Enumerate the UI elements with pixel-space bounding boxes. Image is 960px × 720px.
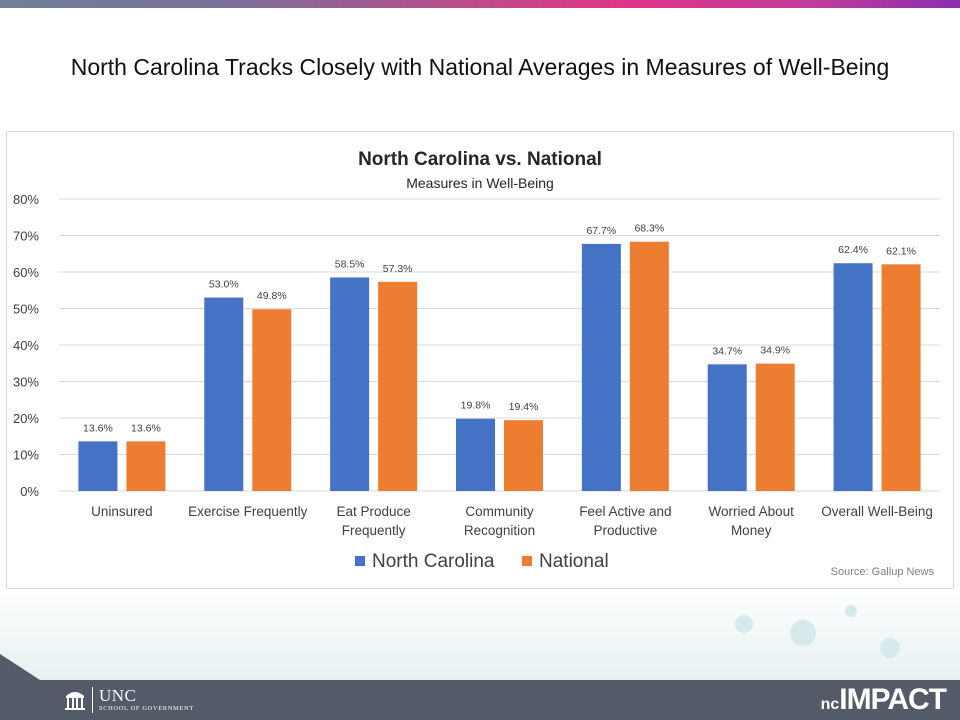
legend-swatch <box>355 556 365 566</box>
bar-chart: North Carolina vs. National Measures in W… <box>13 149 940 578</box>
y-tick-label: 10% <box>13 448 39 463</box>
unc-wordmark: UNC SCHOOL OF GOVERNMENT <box>99 687 194 713</box>
footer-bar <box>0 680 960 720</box>
decorative-dot <box>845 605 857 617</box>
decorative-dot <box>735 615 753 633</box>
bar <box>204 297 244 491</box>
unc-subtitle: SCHOOL OF GOVERNMENT <box>99 705 194 713</box>
y-tick-label: 40% <box>13 338 39 353</box>
chart-subtitle: Measures in Well-Being <box>406 175 554 191</box>
bar <box>252 309 292 491</box>
bar <box>755 363 795 491</box>
data-label: 34.9% <box>760 345 790 357</box>
x-tick-label: Overall Well-Being <box>821 504 933 519</box>
data-label: 57.3% <box>383 263 413 275</box>
decorative-dot <box>790 620 816 646</box>
x-tick-label: Uninsured <box>91 504 153 519</box>
y-tick-label: 0% <box>20 484 39 499</box>
x-tick-label: Productive <box>593 523 657 538</box>
bar <box>378 281 418 491</box>
x-tick-label: Exercise Frequently <box>188 504 308 519</box>
x-tick-label: Community <box>465 504 534 519</box>
footer-wedge <box>0 654 40 680</box>
data-label: 58.5% <box>335 258 365 270</box>
data-label: 13.6% <box>131 422 161 434</box>
data-label: 62.1% <box>886 245 916 257</box>
data-label: 19.4% <box>509 401 539 413</box>
data-label: 67.7% <box>586 225 616 237</box>
unc-name: UNC <box>99 686 137 706</box>
bar <box>126 441 166 491</box>
data-label: 13.6% <box>83 422 113 434</box>
x-tick-label: Eat Produce <box>336 504 410 519</box>
source-note: Source: Gallup News <box>831 566 935 578</box>
data-label: 53.0% <box>209 279 239 291</box>
y-tick-label: 70% <box>13 229 39 244</box>
brand-main: IMPACT <box>839 683 947 716</box>
legend-label: National <box>539 551 609 572</box>
x-tick-label: Recognition <box>464 523 535 538</box>
logo-divider <box>92 687 93 713</box>
bar <box>504 420 543 491</box>
bar <box>833 263 873 491</box>
legend-label: North Carolina <box>372 551 495 572</box>
x-tick-label: Feel Active and <box>579 504 671 519</box>
slide-title: North Carolina Tracks Closely with Natio… <box>70 54 890 80</box>
data-label: 68.3% <box>634 223 664 235</box>
chart-title: North Carolina vs. National <box>358 149 602 170</box>
x-tick-label: Worried About <box>709 504 795 519</box>
bar <box>456 418 495 491</box>
y-tick-label: 60% <box>13 265 39 280</box>
y-tick-label: 80% <box>13 192 39 207</box>
data-label: 62.4% <box>838 244 868 256</box>
data-label: 49.8% <box>257 290 287 302</box>
data-label: 34.7% <box>712 345 742 357</box>
y-tick-label: 20% <box>13 411 39 426</box>
legend-swatch <box>522 556 532 566</box>
y-tick-label: 50% <box>13 302 39 317</box>
x-tick-label: Frequently <box>342 523 406 538</box>
decorative-dot <box>880 638 900 658</box>
data-label: 19.8% <box>461 400 491 412</box>
unc-logo: UNC SCHOOL OF GOVERNMENT <box>64 685 194 715</box>
y-tick-label: 30% <box>13 375 39 390</box>
bar <box>78 441 118 491</box>
background-decoration <box>0 590 960 680</box>
top-accent-strip <box>0 0 960 8</box>
ncimpact-logo: ncIMPACT <box>820 683 947 717</box>
bar <box>707 364 747 491</box>
bar <box>881 264 921 491</box>
bar <box>581 243 621 491</box>
brand-prefix: nc <box>820 696 840 713</box>
old-well-icon <box>65 692 85 710</box>
chart-frame: North Carolina vs. National Measures in W… <box>6 131 954 589</box>
bar <box>629 241 669 491</box>
x-tick-label: Money <box>731 523 772 538</box>
bar <box>330 277 370 491</box>
